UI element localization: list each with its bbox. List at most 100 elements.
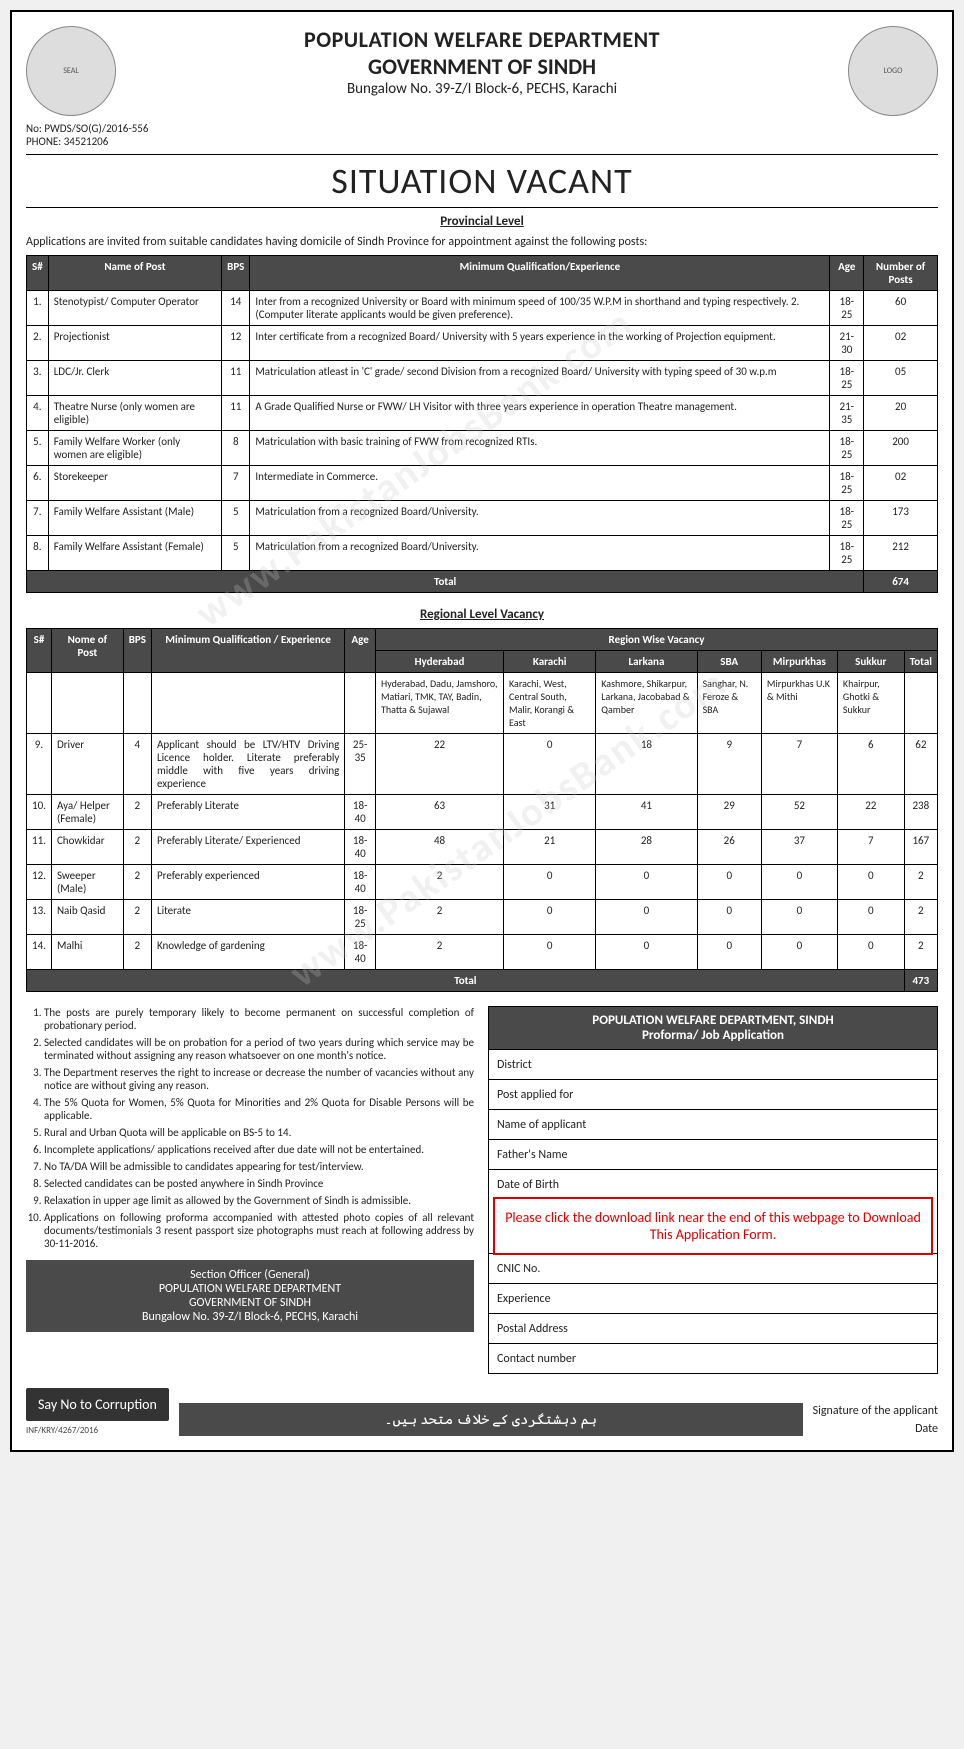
table-cell: 0 bbox=[761, 865, 837, 900]
notes-list: The posts are purely temporary likely to… bbox=[26, 1006, 474, 1250]
table-cell: 3. bbox=[27, 361, 49, 396]
phone: PHONE: 34521206 bbox=[26, 135, 148, 148]
department-name: POPULATION WELFARE DEPARTMENT bbox=[126, 26, 838, 53]
form-field[interactable]: Name of applicant bbox=[489, 1109, 937, 1139]
table-cell: Preferably experienced bbox=[151, 865, 344, 900]
subtitle-provincial: Provincial Level bbox=[26, 214, 938, 229]
table-cell: 5. bbox=[27, 431, 49, 466]
table-cell: 48 bbox=[376, 830, 504, 865]
download-overlay[interactable]: Please click the download link near the … bbox=[493, 1197, 933, 1255]
table-cell: 2 bbox=[376, 865, 504, 900]
table-row: 11.Chowkidar2Preferably Literate/ Experi… bbox=[27, 830, 938, 865]
table-cell: 4 bbox=[123, 734, 151, 795]
table-row: 8.Family Welfare Assistant (Female)5Matr… bbox=[27, 536, 938, 571]
table-cell: 62 bbox=[904, 734, 937, 795]
form-field[interactable]: CNIC No. bbox=[489, 1253, 937, 1283]
note-item: Rural and Urban Quota will be applicable… bbox=[44, 1126, 474, 1139]
table-cell: 0 bbox=[596, 865, 697, 900]
table-cell: 22 bbox=[837, 795, 904, 830]
form-field[interactable]: Date of Birth bbox=[489, 1169, 937, 1199]
form-field[interactable]: Post applied for bbox=[489, 1079, 937, 1109]
form-field[interactable]: Father's Name bbox=[489, 1139, 937, 1169]
form-field[interactable]: District bbox=[489, 1049, 937, 1079]
table-cell: Malhi bbox=[51, 935, 123, 970]
table-row: 3.LDC/Jr. Clerk11Matriculation atleast i… bbox=[27, 361, 938, 396]
table-cell bbox=[51, 673, 123, 734]
table-row: 14.Malhi2Knowledge of gardening18-402000… bbox=[27, 935, 938, 970]
table-cell: 12 bbox=[222, 326, 250, 361]
table-cell: 2 bbox=[904, 900, 937, 935]
government-name: GOVERNMENT OF SINDH bbox=[126, 53, 838, 80]
table-cell: Intermediate in Commerce. bbox=[250, 466, 830, 501]
table-cell: 5 bbox=[222, 536, 250, 571]
table-cell: 21-35 bbox=[830, 396, 864, 431]
table-cell: Matriculation atleast in 'C' grade/ seco… bbox=[250, 361, 830, 396]
table-cell: 02 bbox=[864, 466, 938, 501]
table-cell: Driver bbox=[51, 734, 123, 795]
table-cell: 21-30 bbox=[830, 326, 864, 361]
table-cell: 0 bbox=[761, 900, 837, 935]
col-suk: Sukkur bbox=[837, 651, 904, 673]
contact-l3: GOVERNMENT OF SINDH bbox=[34, 1296, 466, 1310]
col-sba: SBA bbox=[697, 651, 761, 673]
note-item: Selected candidates will be on probation… bbox=[44, 1036, 474, 1062]
note-item: The Department reserves the right to inc… bbox=[44, 1066, 474, 1092]
table-cell: 2 bbox=[123, 900, 151, 935]
table-cell: Khairpur, Ghotki & Sukkur bbox=[837, 673, 904, 734]
table-cell: 18-40 bbox=[345, 865, 376, 900]
table-cell: 9. bbox=[27, 734, 52, 795]
t1-col-4: Age bbox=[830, 256, 864, 291]
table-cell: Preferably Literate/ Experienced bbox=[151, 830, 344, 865]
table-cell: Inter from a recognized University or Bo… bbox=[250, 291, 830, 326]
note-item: Applications on following proforma accom… bbox=[44, 1211, 474, 1250]
note-item: Relaxation in upper age limit as allowed… bbox=[44, 1194, 474, 1207]
table-cell: 41 bbox=[596, 795, 697, 830]
main-title: SITUATION VACANT bbox=[26, 154, 938, 208]
table-cell bbox=[151, 673, 344, 734]
table-cell: 2 bbox=[376, 900, 504, 935]
table-row: 4.Theatre Nurse (only women are eligible… bbox=[27, 396, 938, 431]
table-cell: 11. bbox=[27, 830, 52, 865]
table-cell: 37 bbox=[761, 830, 837, 865]
table-cell: 0 bbox=[697, 935, 761, 970]
total-value: 473 bbox=[904, 970, 937, 992]
table-cell: Family Welfare Assistant (Male) bbox=[48, 501, 221, 536]
table-cell: 0 bbox=[504, 900, 596, 935]
table-cell: 18-40 bbox=[345, 795, 376, 830]
table-cell: 7 bbox=[761, 734, 837, 795]
table-cell: 60 bbox=[864, 291, 938, 326]
table-cell: 6 bbox=[837, 734, 904, 795]
table-cell bbox=[123, 673, 151, 734]
total-label: Total bbox=[27, 970, 905, 992]
notes-column: The posts are purely temporary likely to… bbox=[26, 1006, 474, 1374]
table-cell: 200 bbox=[864, 431, 938, 466]
table-cell bbox=[904, 673, 937, 734]
total-label: Total bbox=[27, 571, 864, 593]
page: www.PakistanJobsBank.com www.PakistanJob… bbox=[10, 10, 954, 1452]
table-cell: 31 bbox=[504, 795, 596, 830]
table-cell: 52 bbox=[761, 795, 837, 830]
table-cell: 22 bbox=[376, 734, 504, 795]
table-cell: 0 bbox=[504, 935, 596, 970]
table-cell: 5 bbox=[222, 501, 250, 536]
table-cell: 0 bbox=[837, 935, 904, 970]
table-cell: 2. bbox=[27, 326, 49, 361]
intro-text: Applications are invited from suitable c… bbox=[26, 235, 938, 249]
table-cell: Projectionist bbox=[48, 326, 221, 361]
form-field[interactable]: Postal Address bbox=[489, 1313, 937, 1343]
form-heading: POPULATION WELFARE DEPARTMENT, SINDH Pro… bbox=[489, 1007, 937, 1049]
note-item: Selected candidates can be posted anywhe… bbox=[44, 1177, 474, 1190]
table-cell: Kashmore, Shikarpur, Larkana, Jacobabad … bbox=[596, 673, 697, 734]
table-cell: Knowledge of gardening bbox=[151, 935, 344, 970]
table-cell: 0 bbox=[761, 935, 837, 970]
table-cell: Matriculation from a recognized Board/Un… bbox=[250, 501, 830, 536]
header: SEAL POPULATION WELFARE DEPARTMENT GOVER… bbox=[26, 26, 938, 116]
table-cell: Naib Qasid bbox=[51, 900, 123, 935]
form-heading-1: POPULATION WELFARE DEPARTMENT, SINDH bbox=[495, 1013, 931, 1028]
form-field[interactable]: Experience bbox=[489, 1283, 937, 1313]
contact-l2: POPULATION WELFARE DEPARTMENT bbox=[34, 1282, 466, 1296]
table-cell: 0 bbox=[504, 865, 596, 900]
table-cell: 0 bbox=[697, 865, 761, 900]
form-field[interactable]: Contact number bbox=[489, 1343, 937, 1373]
table-cell: LDC/Jr. Clerk bbox=[48, 361, 221, 396]
